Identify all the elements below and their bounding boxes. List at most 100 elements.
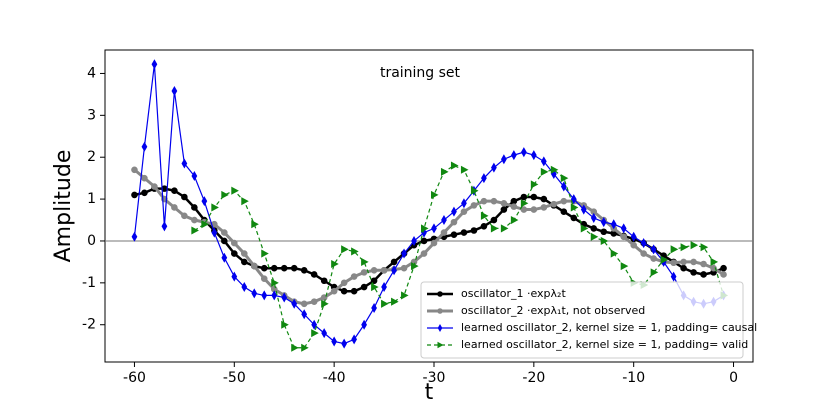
point (480, 197, 488, 205)
point (481, 173, 487, 184)
point (520, 147, 527, 158)
point (510, 150, 517, 161)
point (600, 217, 607, 228)
point (530, 150, 537, 161)
legend-box (420, 281, 744, 359)
point (271, 278, 279, 287)
point (201, 196, 208, 207)
point (191, 204, 198, 211)
point (300, 300, 308, 308)
point (211, 203, 219, 212)
y-tick-label: 2 (87, 149, 96, 165)
point (231, 186, 239, 195)
point (650, 255, 657, 262)
point (221, 252, 228, 263)
point (360, 269, 368, 276)
point (570, 194, 577, 205)
y-tick-label: -2 (82, 317, 96, 333)
point (520, 206, 528, 213)
point (420, 250, 428, 257)
point (341, 245, 349, 254)
point (370, 266, 378, 274)
point (490, 216, 498, 224)
point (320, 277, 328, 285)
point (380, 266, 388, 274)
point (401, 248, 407, 259)
point (500, 206, 508, 213)
point (191, 216, 198, 224)
legend-marker (437, 324, 443, 332)
point (141, 189, 148, 197)
point (351, 247, 359, 256)
point (540, 195, 548, 203)
point (321, 328, 328, 339)
point (381, 282, 387, 293)
point (670, 245, 679, 254)
point (191, 226, 199, 235)
point (341, 338, 348, 349)
point (331, 336, 338, 347)
point (181, 212, 188, 220)
point (400, 264, 408, 272)
point (141, 174, 148, 182)
point (211, 227, 218, 238)
legend-label: learned oscillator_2, kernel size = 1, p… (461, 338, 748, 351)
point (301, 309, 308, 320)
point (461, 198, 467, 209)
point (450, 231, 458, 238)
point (501, 154, 507, 165)
point (700, 243, 709, 252)
point (391, 297, 399, 306)
point (161, 221, 168, 232)
point (291, 298, 298, 309)
point (520, 199, 529, 208)
point (690, 241, 699, 250)
point (360, 283, 368, 291)
point (700, 271, 707, 278)
point (251, 220, 259, 229)
point (401, 291, 409, 300)
point (720, 271, 727, 278)
y-tick-label: -1 (82, 275, 96, 291)
point (171, 187, 178, 195)
point (560, 181, 567, 192)
point (450, 218, 458, 226)
point (310, 271, 318, 278)
point (151, 59, 158, 70)
point (381, 299, 389, 308)
point (361, 319, 367, 330)
point (610, 219, 617, 230)
point (281, 320, 289, 329)
point (710, 264, 717, 272)
point (620, 233, 627, 241)
x-tick-label: -30 (423, 370, 446, 386)
point (560, 208, 568, 215)
point (590, 212, 597, 223)
point (310, 298, 318, 305)
point (191, 171, 198, 182)
point (670, 271, 677, 282)
point (440, 167, 449, 176)
point (510, 203, 518, 210)
legend-marker (437, 341, 444, 349)
point (460, 208, 468, 215)
point (251, 288, 258, 299)
point (171, 204, 178, 211)
y-tick-label: 3 (87, 107, 96, 123)
point (690, 269, 697, 276)
annotation: training set (380, 65, 461, 81)
point (261, 290, 268, 301)
point (630, 241, 637, 249)
point (570, 214, 578, 222)
point (340, 279, 348, 287)
point (610, 249, 619, 258)
point (520, 193, 528, 201)
point (321, 299, 329, 308)
point (171, 86, 178, 97)
point (720, 264, 727, 272)
point (330, 287, 338, 295)
point (470, 227, 478, 234)
x-axis-label: t (425, 380, 434, 405)
point (510, 197, 518, 205)
